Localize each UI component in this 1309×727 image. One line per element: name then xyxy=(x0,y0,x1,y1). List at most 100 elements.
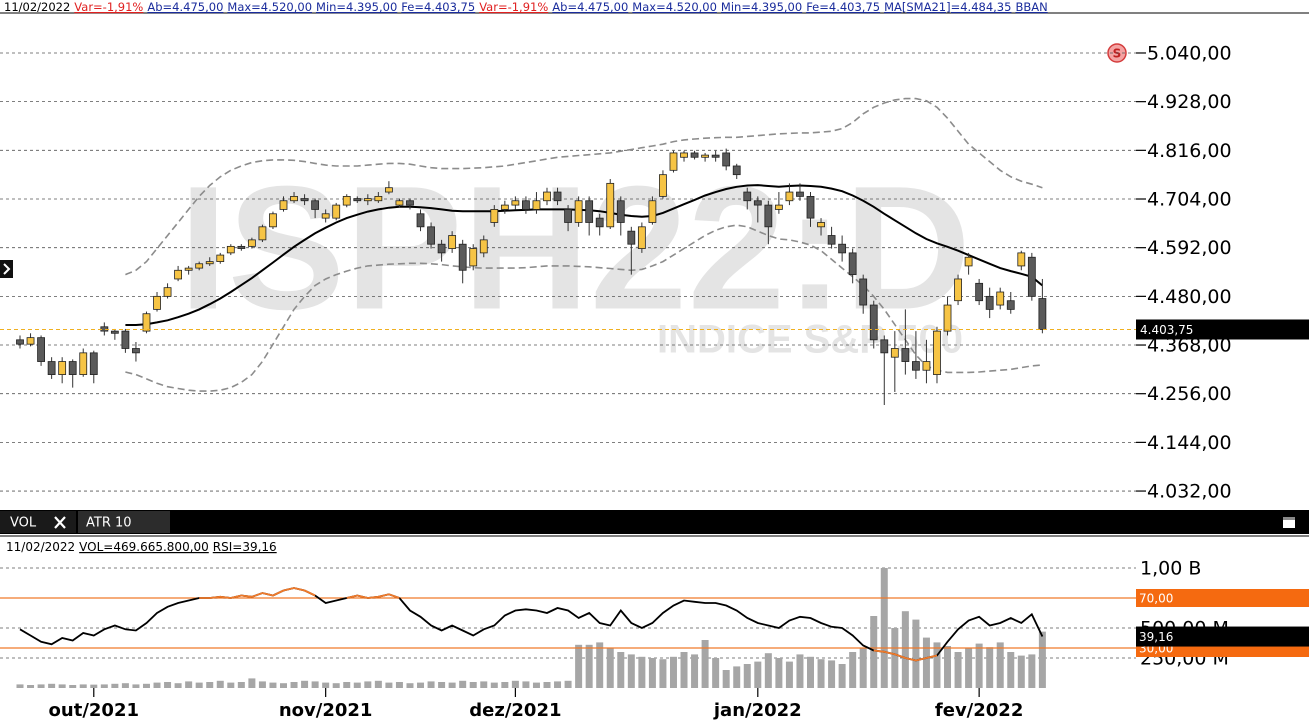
candle-body xyxy=(532,200,541,210)
candle-body xyxy=(384,187,393,193)
candle-body xyxy=(701,154,709,158)
maximize-icon-bar xyxy=(1283,517,1295,520)
volume-bar xyxy=(90,684,98,688)
volume-bar xyxy=(722,670,730,688)
candle-body xyxy=(890,348,899,358)
candle-body xyxy=(300,198,309,202)
y-tick-label: 4.032,00 xyxy=(1147,481,1232,503)
x-tick-label: fev/2022 xyxy=(935,700,1023,721)
volume-bar xyxy=(912,619,920,688)
candle-body xyxy=(142,313,151,332)
rsi-last-label: 39,16 xyxy=(1139,630,1173,644)
volume-bar xyxy=(849,652,857,688)
candle-body xyxy=(311,200,320,210)
candle-body xyxy=(427,226,435,245)
candle-body xyxy=(901,348,910,362)
volume-bar xyxy=(153,682,161,688)
volume-bar xyxy=(258,681,266,688)
band-line xyxy=(125,224,1043,392)
volume-bar xyxy=(606,648,614,688)
volume-bar xyxy=(37,684,45,688)
volume-bar xyxy=(838,664,846,688)
volume-bar xyxy=(164,682,172,688)
tab-label: VOL xyxy=(10,516,37,531)
candle-body xyxy=(332,204,341,219)
header-item: 11/02/2022 xyxy=(4,0,70,14)
y-tick-label: 4.704,00 xyxy=(1147,189,1232,211)
x-tick-label: jan/2022 xyxy=(713,700,802,721)
volume-bar xyxy=(859,648,867,688)
volume-bar xyxy=(237,682,245,688)
candle-body xyxy=(711,154,720,158)
volume-bar xyxy=(617,652,625,688)
candle-body xyxy=(975,282,984,302)
y-tick-label: 5.040,00 xyxy=(1147,42,1232,64)
moving-average xyxy=(125,184,1044,326)
candle-body xyxy=(490,209,499,223)
candle-body xyxy=(269,213,277,228)
candle-body xyxy=(1027,256,1036,297)
candle-body xyxy=(933,330,941,375)
candle-body xyxy=(437,243,446,254)
header-item: Var=-1,91% xyxy=(479,0,548,14)
volume-bar xyxy=(532,682,540,688)
candle-body xyxy=(216,254,225,262)
volume-bar xyxy=(659,659,667,688)
tab-close-icon[interactable] xyxy=(54,516,66,529)
y-tick-label: 1,00 B xyxy=(1140,558,1201,580)
y-tick-label: 4.144,00 xyxy=(1147,432,1232,454)
candle-body xyxy=(774,204,783,210)
volume-bar xyxy=(353,682,361,688)
volume-bar xyxy=(248,678,256,688)
header-item: Var=-1,91% xyxy=(74,0,143,14)
rsi-highlight xyxy=(873,649,938,662)
candle-body xyxy=(806,195,815,219)
header-item: Min=4.395,00 xyxy=(316,0,397,14)
candle-body xyxy=(363,198,372,202)
volume-bar xyxy=(480,681,488,688)
candle-body xyxy=(659,174,667,197)
candle-body xyxy=(174,269,183,280)
volume-bar xyxy=(965,648,973,688)
volume-bar xyxy=(501,682,509,688)
volume-bar xyxy=(374,680,382,688)
maximize-icon[interactable] xyxy=(1283,517,1295,528)
tab-atr[interactable] xyxy=(78,511,170,533)
volume-bar xyxy=(290,682,298,688)
volume-bar xyxy=(427,681,435,688)
last-price-label: 4.403,75 xyxy=(1140,323,1193,337)
volume-bar xyxy=(638,656,646,688)
candle-body xyxy=(1006,300,1015,310)
volume-bar xyxy=(280,683,287,688)
candle-body xyxy=(110,330,119,334)
lower-header-item: RSI=39,16 xyxy=(213,540,277,554)
side-expander[interactable] xyxy=(0,260,13,278)
volume-bar xyxy=(216,680,224,688)
volume-bar xyxy=(1007,652,1015,688)
candle-body xyxy=(943,304,952,332)
volume-bar xyxy=(933,642,941,688)
volume-bar xyxy=(754,661,762,688)
volume-bar xyxy=(185,681,193,688)
volume-bar xyxy=(944,646,952,688)
volume-bar xyxy=(564,680,572,688)
volume-bar xyxy=(880,568,888,688)
volume-bar xyxy=(111,683,119,688)
candle-body xyxy=(511,200,520,206)
x-tick-label: nov/2021 xyxy=(279,700,373,721)
candle-body xyxy=(616,200,625,223)
tab-vol[interactable] xyxy=(0,511,76,533)
volume-bar xyxy=(712,658,720,688)
candle-body xyxy=(606,182,615,228)
header-item: Max=4.520,00 xyxy=(227,0,312,14)
candle-body xyxy=(1038,298,1047,330)
candle-body xyxy=(543,191,551,202)
candle-body xyxy=(964,256,973,267)
y2-tick-label: 70,00 xyxy=(1139,592,1173,606)
y-tick-label: 4.928,00 xyxy=(1147,91,1232,113)
volume-bar xyxy=(174,683,182,688)
volume-bar xyxy=(575,644,583,688)
volume-bar xyxy=(543,682,551,688)
volume-bar xyxy=(322,682,330,688)
